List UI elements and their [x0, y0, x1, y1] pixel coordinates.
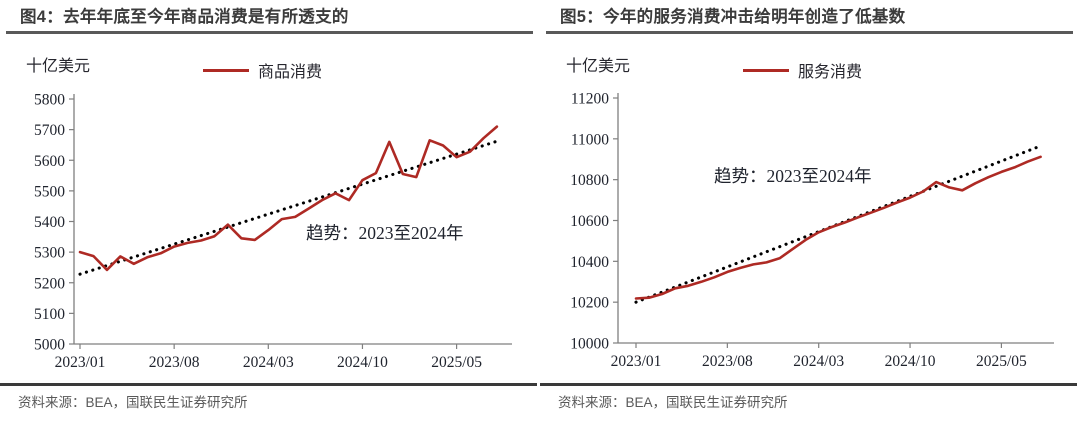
y-tick-label: 10200 — [570, 295, 609, 312]
trend-dotted-line — [634, 144, 1043, 304]
figure4-title-rule — [6, 31, 533, 34]
figure5-title-rule — [546, 31, 1073, 34]
x-tick-label: 2023/08 — [149, 354, 200, 371]
x-tick-label: 2024/03 — [793, 353, 844, 370]
y-tick-label: 10000 — [570, 336, 609, 353]
consumption-line-series — [634, 155, 1042, 300]
figure4-legend-label: 商品消费 — [258, 64, 323, 81]
figure5-source-note: 资料来源：BEA，国联民生证券研究所 — [558, 395, 788, 410]
figure4-source-note: 资料来源：BEA，国联民生证券研究所 — [18, 395, 248, 410]
y-tick-label: 5300 — [34, 245, 65, 262]
x-tick-label: 2025/05 — [431, 354, 482, 371]
figure4-legend: 商品消费 — [203, 58, 322, 82]
y-tick-label: 10800 — [570, 172, 609, 189]
x-tick-label: 2025/05 — [976, 353, 1027, 370]
figure4-source-rule — [0, 383, 537, 386]
figure5-panel: 图5：今年的服务消费冲击给明年创造了低基数 十亿美元 服务消费 11200 110… — [540, 0, 1080, 421]
figure4-panel: 图4：去年年底至今年商品消费是有所透支的 十亿美元 商品消费 5800 5700 5… — [0, 8, 537, 410]
x-tick-label: 2023/01 — [55, 354, 106, 371]
trend-annotation: 趋势：2023至2024年 — [306, 223, 464, 243]
figure5-legend-line-swatch — [743, 68, 789, 72]
figure5-title: 图5：今年的服务消费冲击给明年创造了低基数 — [560, 8, 906, 26]
y-tick-label: 11000 — [571, 131, 609, 148]
figure5-legend: 服务消费 — [743, 58, 862, 82]
figure5-y-axis-unit-label: 十亿美元 — [566, 58, 631, 75]
figure4-legend-line-swatch — [203, 68, 249, 72]
figure5-source-rule — [540, 383, 1077, 386]
x-tick-label: 2023/01 — [611, 353, 662, 370]
figure5-legend-label: 服务消费 — [798, 64, 863, 81]
trend-dotted-line — [78, 139, 499, 276]
x-tick-label: 2023/08 — [702, 353, 753, 370]
figure5-chart-canvas: 112001100010800106001040010200100002023/… — [570, 91, 1054, 370]
y-tick-label: 5800 — [34, 92, 65, 109]
y-tick-label: 11200 — [571, 91, 609, 108]
figure4-y-axis-unit-label: 十亿美元 — [26, 58, 91, 75]
x-tick-label: 2024/10 — [337, 354, 388, 371]
y-tick-label: 10400 — [570, 254, 609, 271]
y-tick-label: 10600 — [570, 213, 609, 230]
y-tick-label: 5400 — [34, 214, 65, 231]
figure4-chart-canvas: 5800570056005500540053005200510050002023… — [34, 92, 512, 371]
trend-annotation: 趋势：2023至2024年 — [714, 166, 872, 186]
x-tick-label: 2024/10 — [885, 353, 936, 370]
consumption-line-series — [78, 125, 499, 272]
y-tick-label: 5700 — [34, 122, 65, 139]
figure4-title: 图4：去年年底至今年商品消费是有所透支的 — [20, 8, 349, 26]
y-tick-label: 5200 — [34, 275, 65, 292]
x-tick-label: 2024/03 — [243, 354, 294, 371]
y-tick-label: 5100 — [34, 306, 65, 323]
y-tick-label: 5000 — [34, 337, 65, 354]
y-tick-label: 5500 — [34, 183, 65, 200]
y-tick-label: 5600 — [34, 153, 65, 170]
